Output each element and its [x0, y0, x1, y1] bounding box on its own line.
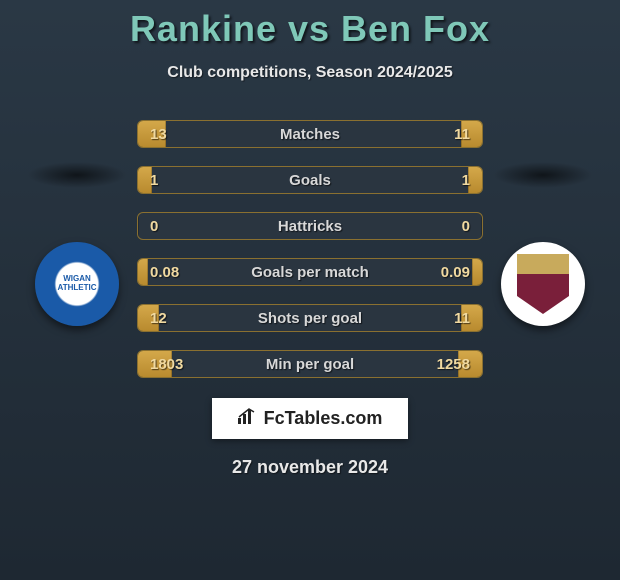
stat-value-left: 0 — [150, 218, 158, 235]
stat-row: 0 Hattricks 0 — [137, 212, 483, 240]
stat-bar-left — [138, 213, 139, 239]
stat-row: 0.08 Goals per match 0.09 — [137, 258, 483, 286]
main-row: WIGANATHLETIC 13Matches111Goals10Hattric… — [0, 120, 620, 378]
player-shadow-right — [493, 162, 593, 188]
stat-row: 13 Matches 11 — [137, 120, 483, 148]
comparison-card: Rankine vs Ben Fox Club competitions, Se… — [0, 0, 620, 580]
stat-bar-right — [472, 259, 482, 285]
stat-value-left: 1803 — [150, 356, 183, 373]
stat-value-right: 11 — [454, 310, 470, 327]
stat-row: 1 Goals 1 — [137, 166, 483, 194]
date-label: 27 november 2024 — [232, 457, 388, 478]
player-shadow-left — [27, 162, 127, 188]
stat-value-right: 1258 — [437, 356, 470, 373]
stat-row: 12 Shots per goal 11 — [137, 304, 483, 332]
right-team-shield — [517, 254, 569, 314]
right-player-col — [483, 172, 603, 326]
subtitle: Club competitions, Season 2024/2025 — [167, 64, 452, 82]
stat-value-right: 0 — [462, 218, 470, 235]
stat-value-left: 1 — [150, 172, 158, 189]
left-team-badge-text: WIGANATHLETIC — [58, 275, 97, 293]
stat-value-left: 0.08 — [150, 264, 179, 281]
stat-label: Min per goal — [266, 356, 354, 373]
brand-chart-icon — [238, 408, 258, 429]
stats-table: 13Matches111Goals10Hattricks00.08Goals p… — [137, 120, 483, 378]
stat-bar-right — [481, 213, 482, 239]
brand-text: FcTables.com — [264, 408, 383, 429]
stat-label: Hattricks — [278, 218, 342, 235]
left-player-col: WIGANATHLETIC — [17, 172, 137, 326]
stat-bar-left — [138, 259, 148, 285]
stat-label: Goals per match — [251, 264, 369, 281]
stat-value-left: 13 — [150, 126, 167, 143]
page-title: Rankine vs Ben Fox — [130, 8, 490, 50]
brand-badge[interactable]: FcTables.com — [212, 398, 409, 439]
left-team-badge: WIGANATHLETIC — [35, 242, 119, 326]
stat-bar-right — [468, 167, 482, 193]
stat-row: 1803 Min per goal 1258 — [137, 350, 483, 378]
stat-label: Shots per goal — [258, 310, 362, 327]
stat-label: Goals — [289, 172, 331, 189]
stat-value-right: 0.09 — [441, 264, 470, 281]
right-team-badge — [501, 242, 585, 326]
stat-value-right: 1 — [462, 172, 470, 189]
stat-value-left: 12 — [150, 310, 167, 327]
stat-label: Matches — [280, 126, 340, 143]
stat-value-right: 11 — [454, 126, 470, 143]
